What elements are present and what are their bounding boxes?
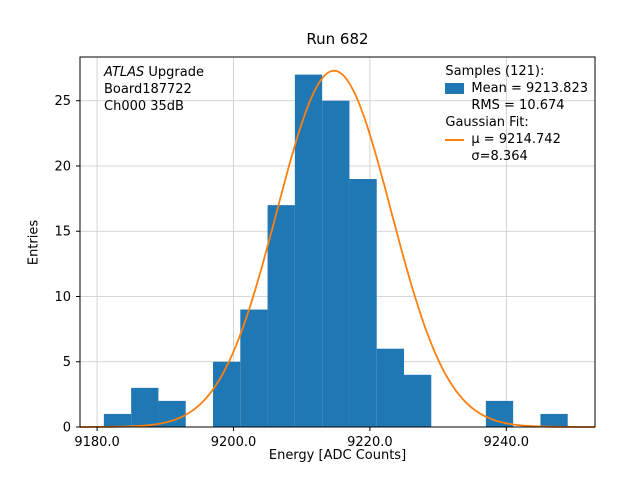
x-tick-label: 9240.0 (484, 435, 530, 450)
legend-row-mean: Mean = 9213.823 (445, 80, 588, 97)
histogram-bar (267, 205, 295, 427)
legend-row-fit-header: Gaussian Fit: (445, 114, 588, 131)
legend-fit-header: Gaussian Fit: (445, 115, 529, 130)
upgrade-label: Upgrade (144, 65, 204, 80)
y-axis-label: Entries (26, 219, 42, 266)
legend-row-samples-header: Samples (121): (445, 63, 588, 80)
legend-mu: μ = 9214.742 (471, 132, 561, 147)
histogram-bar (485, 400, 514, 427)
histogram-bar (240, 309, 268, 427)
legend-spacer (445, 100, 471, 112)
gaussian-fit-curve (80, 69, 595, 428)
tick-labels: 9180.0 9200.0 9220.0 9240.0 0 5 10 15 20 25 (54, 94, 529, 450)
y-tick-label: 15 (54, 225, 71, 240)
histogram-bar (322, 100, 350, 427)
y-tick-label: 5 (63, 355, 71, 370)
y-tick-label: 10 (54, 290, 71, 305)
annotation-line-atlas: ATLAS Upgrade (104, 64, 204, 81)
histogram-bar (213, 361, 241, 427)
histogram-bars (103, 74, 568, 428)
atlas-label: ATLAS (104, 65, 145, 80)
annotation-block: ATLAS Upgrade Board187722 Ch000 35dB (104, 64, 204, 115)
x-tick-label: 9220.0 (347, 435, 393, 450)
x-tick-label: 9180.0 (74, 435, 120, 450)
legend-mean: Mean = 9213.823 (471, 81, 588, 96)
legend-spacer (445, 151, 471, 163)
histogram-bar (349, 179, 377, 427)
chart-title: Run 682 (306, 30, 369, 48)
legend-row-rms: RMS = 10.674 (445, 97, 588, 114)
legend-sigma: σ=8.364 (471, 149, 528, 164)
y-tick-label: 0 (63, 421, 71, 436)
legend-rms: RMS = 10.674 (471, 98, 565, 113)
histogram-bar (103, 413, 132, 427)
histogram-bar (540, 413, 568, 427)
x-tick-label: 9200.0 (211, 435, 257, 450)
legend-row-mu: μ = 9214.742 (445, 131, 588, 148)
legend-samples-header: Samples (121): (445, 64, 545, 79)
histogram-bar (404, 374, 432, 427)
legend-row-sigma: σ=8.364 (445, 148, 588, 165)
histogram-bar (376, 348, 404, 427)
legend: Samples (121): Mean = 9213.823 RMS = 10.… (445, 63, 588, 165)
annotation-line-channel: Ch000 35dB (104, 99, 184, 114)
y-tick-label: 25 (54, 94, 71, 109)
histogram-bar (131, 387, 159, 427)
histogram-swatch-icon (445, 83, 471, 95)
annotation-line-board: Board187722 (104, 82, 192, 97)
axes-frame (79, 56, 596, 428)
y-tick-label: 20 (54, 160, 71, 175)
axis-ticks (76, 100, 507, 431)
x-axis-label: Energy [ADC Counts] (268, 448, 407, 463)
histogram-bar (294, 74, 323, 428)
fit-line-swatch-icon (445, 134, 471, 146)
